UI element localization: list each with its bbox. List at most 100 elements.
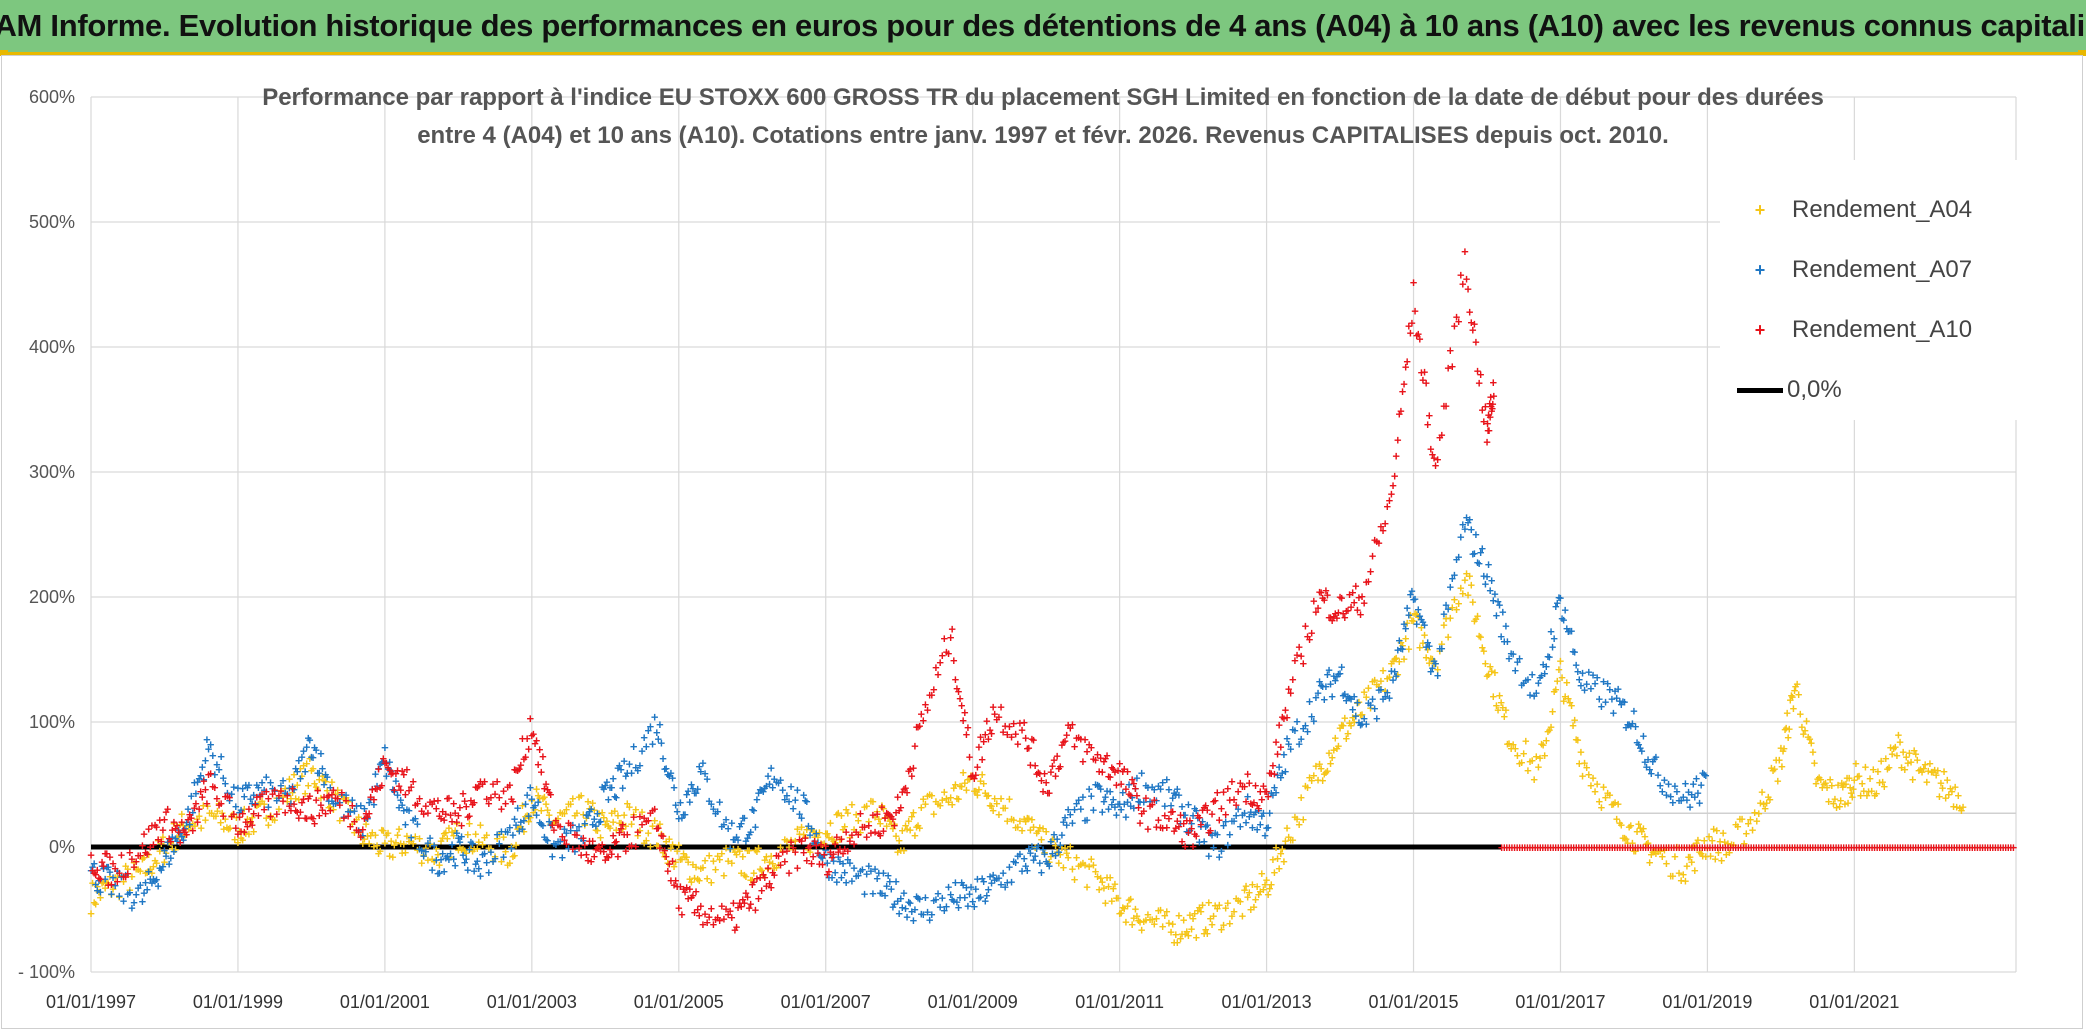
data-point: + — [491, 849, 499, 864]
data-point: + — [275, 801, 283, 816]
data-point: + — [1199, 898, 1207, 913]
data-point: + — [230, 780, 238, 795]
data-point: + — [734, 841, 742, 856]
data-point: + — [1549, 639, 1557, 654]
data-point: + — [569, 791, 577, 806]
data-point: + — [1647, 766, 1655, 781]
data-point: + — [1034, 838, 1042, 853]
data-point: + — [1402, 621, 1410, 636]
data-point: + — [911, 828, 919, 843]
data-point: + — [953, 894, 961, 909]
data-point: + — [1355, 695, 1363, 710]
data-point: + — [260, 782, 268, 797]
data-point: + — [692, 860, 700, 875]
data-point: + — [167, 850, 175, 865]
data-point: + — [1499, 700, 1507, 715]
data-point: + — [910, 913, 918, 928]
data-point: + — [195, 809, 203, 824]
data-point: + — [747, 825, 755, 840]
data-point: + — [745, 843, 753, 858]
data-point: + — [741, 868, 749, 883]
data-point: + — [1344, 689, 1352, 704]
data-point: + — [226, 820, 234, 835]
data-point: + — [218, 806, 226, 821]
data-point: + — [502, 844, 510, 859]
data-point: + — [1167, 924, 1175, 939]
data-point: + — [1279, 842, 1287, 857]
data-point: + — [1295, 736, 1303, 751]
data-point: + — [349, 792, 357, 807]
data-point: + — [504, 824, 512, 839]
data-point: + — [222, 789, 230, 804]
data-point: + — [1455, 549, 1463, 564]
data-point: + — [148, 818, 156, 833]
data-point: + — [320, 773, 328, 788]
data-point: + — [1053, 845, 1061, 860]
data-point: + — [103, 875, 111, 890]
data-point: + — [1341, 710, 1349, 725]
data-point: + — [869, 794, 877, 809]
data-point: + — [1203, 926, 1211, 941]
data-point: + — [1716, 834, 1724, 849]
data-point: + — [1181, 839, 1189, 854]
data-point: + — [225, 821, 233, 836]
data-point: + — [803, 822, 811, 837]
data-point: + — [105, 859, 113, 874]
data-point: + — [1769, 763, 1777, 778]
data-point: + — [1244, 789, 1252, 804]
data-point: + — [917, 906, 925, 921]
data-point: + — [888, 881, 896, 896]
data-point: + — [854, 868, 862, 883]
data-point: + — [409, 813, 417, 828]
data-point: + — [1181, 807, 1189, 822]
data-point: + — [1865, 784, 1873, 799]
data-point: + — [1087, 788, 1095, 803]
data-point: + — [1483, 669, 1491, 684]
data-point: + — [634, 763, 642, 778]
data-point: + — [597, 814, 605, 829]
data-point: + — [103, 860, 111, 875]
data-point: + — [1561, 602, 1569, 617]
data-point: + — [1280, 854, 1288, 869]
data-point: + — [1394, 643, 1402, 658]
data-point: + — [1871, 788, 1879, 803]
data-point: + — [783, 833, 791, 848]
data-point: + — [1020, 851, 1028, 866]
data-point: + — [1576, 756, 1584, 771]
data-point: + — [1782, 720, 1790, 735]
data-point: + — [1346, 715, 1354, 730]
data-point: + — [1211, 825, 1219, 840]
data-point: + — [1823, 780, 1831, 795]
data-point: + — [1155, 778, 1163, 793]
data-point: + — [1001, 800, 1009, 815]
data-point: + — [239, 806, 247, 821]
data-point: + — [1732, 817, 1740, 832]
data-point: + — [1533, 685, 1541, 700]
data-point: + — [1751, 805, 1759, 820]
data-point: + — [910, 760, 918, 775]
data-point: + — [1202, 819, 1210, 834]
data-point: + — [964, 898, 972, 913]
data-point: + — [983, 788, 991, 803]
data-point: + — [418, 843, 426, 858]
data-point: + — [1501, 709, 1509, 724]
data-point: + — [407, 830, 415, 845]
data-point: + — [1616, 816, 1624, 831]
data-point: + — [1711, 852, 1719, 867]
data-point: + — [1377, 682, 1385, 697]
data-point: + — [791, 792, 799, 807]
data-point: + — [219, 770, 227, 785]
data-point: + — [812, 826, 820, 841]
data-point: + — [383, 827, 391, 842]
data-point: + — [620, 808, 628, 823]
data-point: + — [158, 863, 166, 878]
data-point: + — [1324, 763, 1332, 778]
data-point: + — [1102, 896, 1110, 911]
data-point: + — [378, 822, 386, 837]
data-point: + — [1557, 654, 1565, 669]
data-point: + — [1480, 644, 1488, 659]
data-point: + — [1673, 840, 1681, 855]
data-point: + — [1210, 908, 1218, 923]
data-point: + — [1022, 859, 1030, 874]
data-point: + — [250, 787, 258, 802]
